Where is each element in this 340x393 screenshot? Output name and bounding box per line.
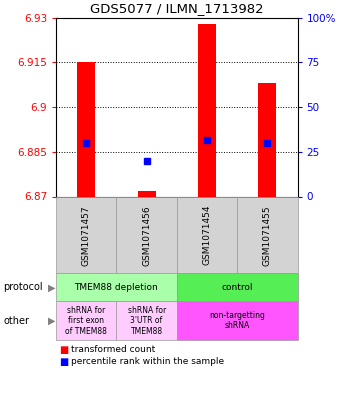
Text: GSM1071457: GSM1071457 [82,205,91,266]
Bar [138,191,156,196]
Text: protocol: protocol [3,282,43,292]
Bar [77,62,95,196]
Text: GSM1071456: GSM1071456 [142,205,151,266]
Text: ■: ■ [59,345,69,355]
Text: non-targetting
shRNA: non-targetting shRNA [209,311,265,331]
Text: control: control [221,283,253,292]
Text: transformed count: transformed count [71,345,156,354]
Text: ▶: ▶ [48,282,55,292]
Text: ▶: ▶ [48,316,55,326]
Text: TMEM88 depletion: TMEM88 depletion [74,283,158,292]
Text: percentile rank within the sample: percentile rank within the sample [71,357,224,366]
Text: other: other [3,316,29,326]
Text: ■: ■ [59,356,69,367]
Bar [198,24,216,196]
Text: GSM1071455: GSM1071455 [263,205,272,266]
Text: shRNA for
first exon
of TMEM88: shRNA for first exon of TMEM88 [65,306,107,336]
Bar [258,83,276,196]
Text: shRNA for
3'UTR of
TMEM88: shRNA for 3'UTR of TMEM88 [128,306,166,336]
Title: GDS5077 / ILMN_1713982: GDS5077 / ILMN_1713982 [90,2,264,15]
Text: GSM1071454: GSM1071454 [203,205,211,265]
